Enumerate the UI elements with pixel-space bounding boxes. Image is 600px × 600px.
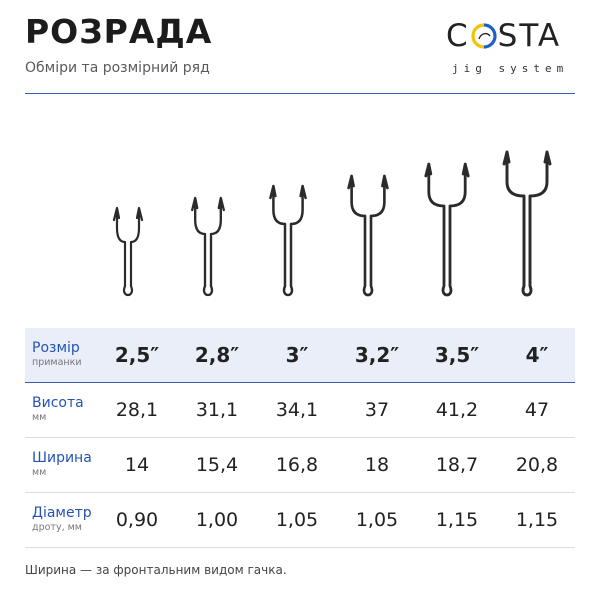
- table-cell: 28,1: [115, 399, 159, 421]
- table-cell: 14: [124, 454, 150, 476]
- table-row-size: Розмір приманки 2,5″ 2,8″ 3″ 3,2″ 3,5″ 4…: [25, 328, 575, 383]
- logo-letter-c: C: [446, 18, 470, 54]
- table-cell: 1,05: [355, 509, 399, 531]
- table-cell: 31,1: [195, 399, 239, 421]
- row-unit: мм: [32, 412, 47, 423]
- table-cell: 20,8: [515, 454, 559, 476]
- table-cell: 1,15: [515, 509, 559, 531]
- double-hook-icon: [112, 206, 144, 297]
- double-hook-icon: [424, 162, 470, 297]
- row-label: Висота: [32, 395, 84, 411]
- table-cell: 34,1: [275, 399, 319, 421]
- logo-tagline: jig system: [452, 62, 569, 75]
- table-cell: 0,90: [115, 509, 159, 531]
- double-hook-icon: [347, 174, 389, 297]
- table-row-height: Висота мм 28,1 31,1 34,1 37 41,2 47: [25, 383, 575, 438]
- table-cell: 2,5″: [114, 343, 160, 367]
- row-label: Ширина: [32, 450, 92, 466]
- double-hook-icon: [269, 184, 307, 297]
- page-title: РОЗРАДА: [25, 12, 213, 51]
- size-table: Розмір приманки 2,5″ 2,8″ 3″ 3,2″ 3,5″ 4…: [25, 328, 575, 548]
- hooks-illustration: [112, 150, 552, 297]
- table-cell: 15,4: [195, 454, 239, 476]
- double-hook-icon: [502, 150, 552, 297]
- row-unit: дроту, мм: [32, 522, 82, 533]
- table-cell: 1,15: [435, 509, 479, 531]
- table-cell: 47: [524, 399, 550, 421]
- row-unit: мм: [32, 467, 47, 478]
- row-label: Діаметр: [32, 505, 92, 521]
- header-divider: [25, 93, 575, 94]
- page-subtitle: Обміри та розмірний ряд: [25, 60, 210, 76]
- table-cell: 2,8″: [194, 343, 240, 367]
- table-cell: 1,00: [195, 509, 239, 531]
- brand-logo: C STA jig system: [446, 18, 576, 80]
- table-cell: 37: [364, 399, 390, 421]
- table-cell: 4″: [525, 343, 549, 367]
- table-cell: 3″: [285, 343, 309, 367]
- table-cell: 3,5″: [434, 343, 480, 367]
- table-cell: 1,05: [275, 509, 319, 531]
- table-row-width: Ширина мм 14 15,4 16,8 18 18,7 20,8: [25, 438, 575, 493]
- table-cell: 18: [364, 454, 390, 476]
- table-cell: 41,2: [435, 399, 479, 421]
- footnote: Ширина — за фронтальним видом гачка.: [25, 563, 287, 577]
- logo-ring-icon: [471, 21, 497, 49]
- logo-letters-sta: STA: [497, 18, 562, 54]
- table-cell: 3,2″: [354, 343, 400, 367]
- table-row-diameter: Діаметр дроту, мм 0,90 1,00 1,05 1,05 1,…: [25, 493, 575, 548]
- double-hook-icon: [191, 196, 225, 297]
- row-label: Розмір: [32, 340, 80, 356]
- table-cell: 16,8: [275, 454, 319, 476]
- row-unit: приманки: [32, 357, 82, 368]
- table-cell: 18,7: [435, 454, 479, 476]
